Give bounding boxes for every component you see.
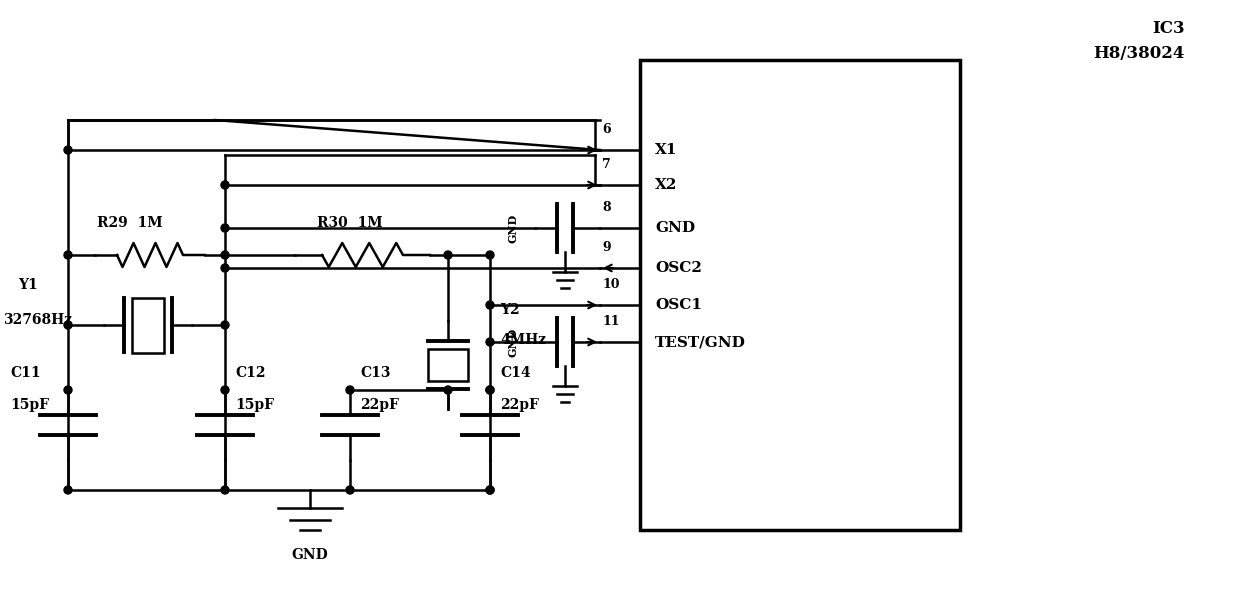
Text: C14: C14 bbox=[500, 366, 531, 380]
Text: C11: C11 bbox=[10, 366, 41, 380]
Circle shape bbox=[486, 338, 494, 346]
Bar bbox=[131, 298, 164, 353]
Bar bbox=[640, 60, 960, 530]
Text: 15pF: 15pF bbox=[10, 398, 50, 412]
Text: 10: 10 bbox=[601, 278, 620, 291]
Circle shape bbox=[486, 486, 494, 494]
Circle shape bbox=[64, 321, 72, 329]
Circle shape bbox=[64, 251, 72, 259]
Text: GND: GND bbox=[655, 221, 696, 235]
Circle shape bbox=[221, 181, 229, 189]
Text: 15pF: 15pF bbox=[236, 398, 274, 412]
Text: 22pF: 22pF bbox=[360, 398, 399, 412]
Circle shape bbox=[486, 386, 494, 394]
Text: 22pF: 22pF bbox=[500, 398, 539, 412]
Circle shape bbox=[221, 224, 229, 232]
Text: GND: GND bbox=[507, 328, 518, 356]
Text: C13: C13 bbox=[360, 366, 391, 380]
Circle shape bbox=[486, 251, 494, 259]
Text: C12: C12 bbox=[236, 366, 265, 380]
Text: 8: 8 bbox=[601, 201, 610, 214]
Text: H8/38024: H8/38024 bbox=[1094, 45, 1185, 62]
Text: X1: X1 bbox=[655, 143, 677, 157]
Circle shape bbox=[221, 264, 229, 272]
Circle shape bbox=[486, 301, 494, 309]
Text: OSC2: OSC2 bbox=[655, 261, 702, 275]
Text: OSC1: OSC1 bbox=[655, 298, 702, 312]
Circle shape bbox=[221, 386, 229, 394]
Text: R30  1M: R30 1M bbox=[317, 216, 383, 230]
Text: 11: 11 bbox=[601, 315, 620, 328]
Text: 9: 9 bbox=[601, 241, 610, 254]
Circle shape bbox=[486, 386, 494, 394]
Circle shape bbox=[346, 386, 353, 394]
Circle shape bbox=[444, 386, 453, 394]
Circle shape bbox=[64, 146, 72, 154]
Bar bbox=[428, 349, 467, 381]
Text: 4MHz: 4MHz bbox=[500, 333, 546, 347]
Circle shape bbox=[486, 486, 494, 494]
Text: 7: 7 bbox=[601, 158, 611, 171]
Text: TEST/GND: TEST/GND bbox=[655, 335, 746, 349]
Circle shape bbox=[444, 251, 453, 259]
Circle shape bbox=[221, 321, 229, 329]
Text: GND: GND bbox=[507, 213, 518, 243]
Text: 6: 6 bbox=[601, 123, 610, 136]
Text: 32768Hz: 32768Hz bbox=[2, 313, 72, 327]
Text: GND: GND bbox=[291, 548, 329, 562]
Text: R29  1M: R29 1M bbox=[97, 216, 162, 230]
Circle shape bbox=[64, 486, 72, 494]
Circle shape bbox=[221, 486, 229, 494]
Text: X2: X2 bbox=[655, 178, 677, 192]
Circle shape bbox=[221, 251, 229, 259]
Text: Y2: Y2 bbox=[500, 303, 520, 317]
Circle shape bbox=[64, 386, 72, 394]
Text: Y1: Y1 bbox=[19, 278, 37, 292]
Text: IC3: IC3 bbox=[1152, 20, 1185, 37]
Circle shape bbox=[346, 486, 353, 494]
